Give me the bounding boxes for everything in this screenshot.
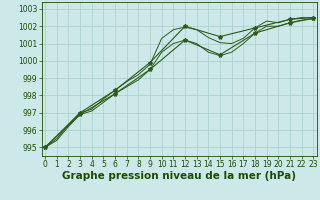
X-axis label: Graphe pression niveau de la mer (hPa): Graphe pression niveau de la mer (hPa) — [62, 171, 296, 181]
